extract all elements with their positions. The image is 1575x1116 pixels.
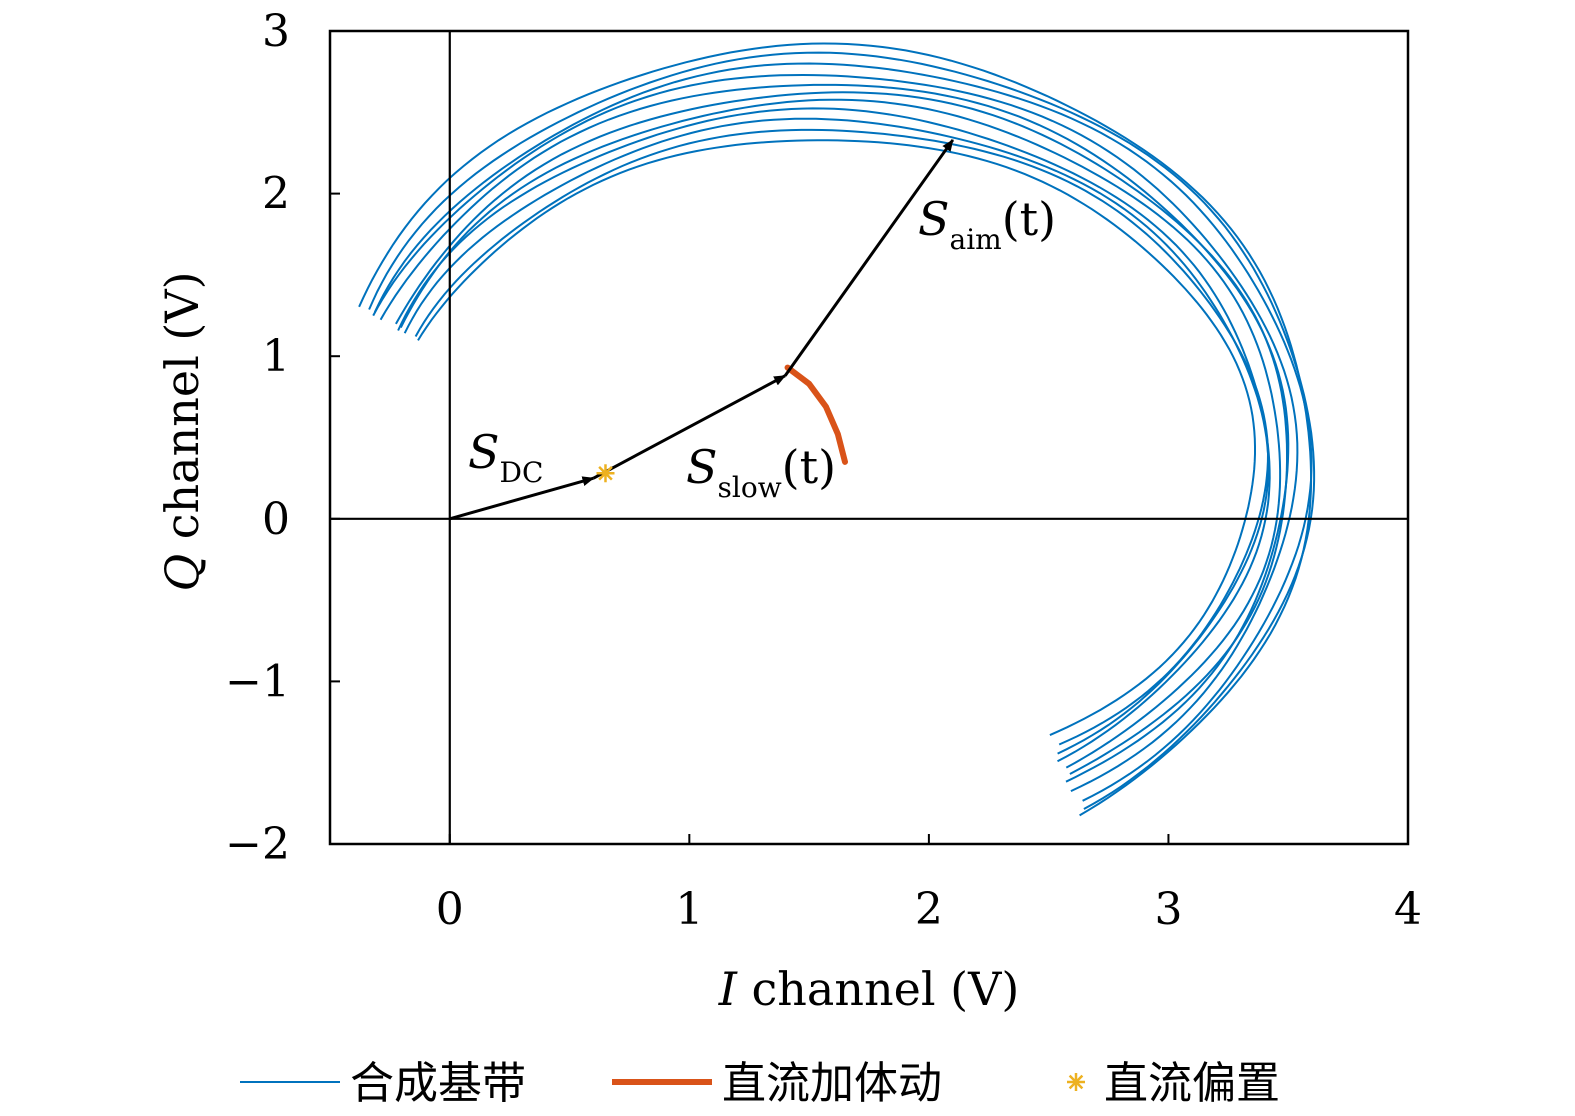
- x-tick-label: 2: [915, 884, 943, 935]
- annotations-layer: SDC Sslow(t)Saim(t): [468, 192, 1056, 504]
- legend-star-stroke: [1068, 1074, 1084, 1090]
- baseband-trajectory: [368, 51, 1316, 810]
- legend-item: 直流加体动: [612, 1058, 942, 1109]
- legend-label: 直流偏置: [1104, 1058, 1280, 1109]
- baseband-trajectory: [372, 73, 1299, 793]
- baseband-trajectory: [379, 83, 1290, 783]
- baseband-trajectory: [395, 91, 1288, 775]
- dc-motion-arc: [784, 364, 848, 465]
- plot-frame: [328, 29, 1410, 846]
- baseband-trajectory: [414, 128, 1270, 746]
- annotation-s-aim: Saim(t): [918, 192, 1056, 256]
- legend-label: 直流加体动: [722, 1058, 942, 1109]
- vector-s-aim: [783, 139, 955, 377]
- legend-item: 合成基带: [240, 1058, 526, 1109]
- y-axis-label: Q channel (V): [155, 271, 209, 591]
- annotation-subscript: aim: [950, 223, 1002, 256]
- markers-layer: [596, 464, 615, 483]
- annotation-subscript: slow: [718, 471, 782, 504]
- x-tick-label: 3: [1154, 884, 1182, 935]
- legend-star-icon: [1067, 1073, 1085, 1091]
- x-tick-label: 1: [675, 884, 703, 935]
- y-axis-label-text: channel (V): [155, 271, 209, 553]
- y-tick-label: 2: [262, 169, 290, 220]
- annotation-subscript: DC: [500, 456, 544, 489]
- zero-lines: [330, 31, 1408, 844]
- dc-bias-marker-stroke: [598, 466, 613, 481]
- y-tick-label: 3: [262, 6, 290, 57]
- annotation-tail: (t): [782, 440, 836, 494]
- annotation-tail: (t): [1002, 192, 1056, 246]
- annotation-s-slow: Sslow(t): [686, 440, 836, 504]
- annotation-var: S: [918, 192, 950, 246]
- legend-label: 合成基带: [350, 1058, 526, 1109]
- dc-bias-marker: [596, 464, 615, 483]
- annotation-s-dc: SDC: [468, 425, 543, 489]
- y-tick-label: 1: [262, 331, 290, 382]
- x-axis-label: I channel (V): [718, 962, 1020, 1016]
- baseband-trajectory: [373, 62, 1313, 802]
- x-tick-label: 4: [1394, 884, 1422, 935]
- vector-s-dc: [449, 476, 595, 521]
- baseband-trajectory: [399, 98, 1282, 769]
- annotation-var: S: [686, 440, 718, 494]
- axis-ticks: 0 1 2 3 4 −2 −1 0 1 2 3: [225, 6, 1422, 935]
- legend-item: 直流偏置: [1067, 1058, 1280, 1109]
- y-tick-label: −2: [225, 819, 290, 870]
- baseband-trajectory: [358, 42, 1313, 817]
- annotation-var: S: [468, 425, 500, 479]
- data-series-layer: [358, 42, 1316, 817]
- x-axis-label-text: channel (V): [737, 962, 1019, 1016]
- vector-s-slow: [592, 374, 787, 480]
- vectors-layer: [449, 139, 955, 521]
- baseband-trajectory-group: [358, 42, 1316, 817]
- baseband-trajectory: [403, 117, 1270, 755]
- x-tick-label: 0: [436, 884, 464, 935]
- x-axis-label-var: I: [718, 962, 738, 1016]
- legend: 合成基带 直流加体动 直流偏置: [240, 1058, 1280, 1109]
- y-tick-label: 0: [262, 494, 290, 545]
- y-axis-label-var: Q: [155, 554, 209, 592]
- baseband-trajectory: [397, 107, 1271, 763]
- baseband-trajectory: [417, 139, 1256, 737]
- y-tick-label: −1: [225, 656, 290, 707]
